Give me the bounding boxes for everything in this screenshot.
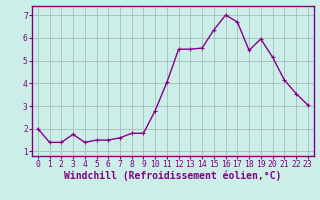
X-axis label: Windchill (Refroidissement éolien,°C): Windchill (Refroidissement éolien,°C) [64,171,282,181]
